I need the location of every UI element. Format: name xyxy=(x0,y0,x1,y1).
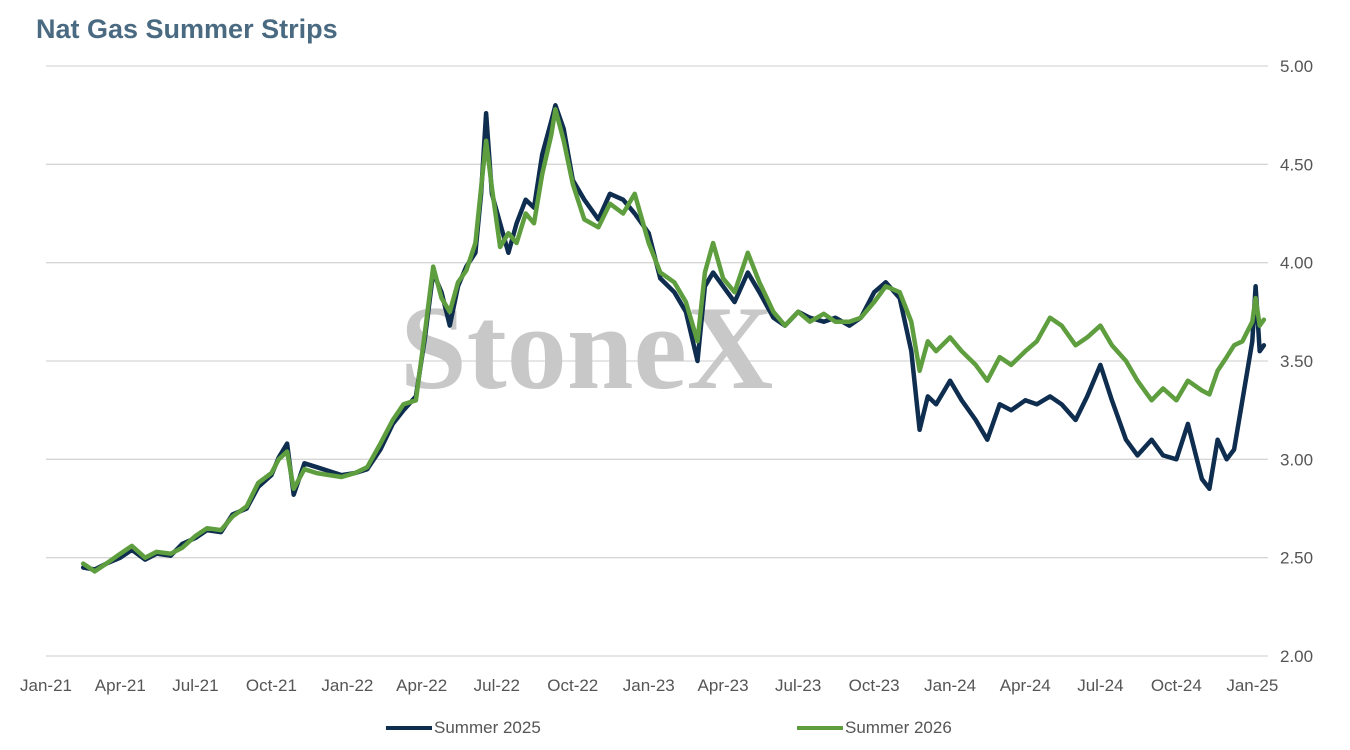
series-lines xyxy=(80,103,1267,574)
legend-swatch-summer-2025 xyxy=(386,726,432,730)
x-tick-label: Jan-23 xyxy=(623,676,675,695)
x-tick-label: Apr-23 xyxy=(698,676,749,695)
y-tick-label: 3.50 xyxy=(1280,352,1313,371)
x-tick-label: Jan-25 xyxy=(1226,676,1278,695)
y-tick-label: 5.00 xyxy=(1280,57,1313,76)
x-tick-label: Apr-22 xyxy=(396,676,447,695)
x-tick-label: Jul-23 xyxy=(775,676,821,695)
chart-title: Nat Gas Summer Strips xyxy=(36,14,338,44)
x-tick-label: Oct-22 xyxy=(547,676,598,695)
legend-label-summer-2025: Summer 2025 xyxy=(434,718,541,737)
x-tick-label: Oct-23 xyxy=(849,676,900,695)
series-line-summer-2026 xyxy=(80,107,1267,574)
y-axis-labels: 2.00 2.50 3.00 3.50 4.00 4.50 5.00 xyxy=(1280,57,1313,666)
x-tick-label: Jul-21 xyxy=(172,676,218,695)
legend-item-summer-2026: Summer 2026 xyxy=(797,718,952,738)
gridlines xyxy=(46,65,1268,657)
y-tick-label: 2.00 xyxy=(1280,647,1313,666)
x-tick-label: Oct-24 xyxy=(1151,676,1202,695)
x-tick-label: Jul-24 xyxy=(1077,676,1123,695)
y-tick-label: 4.00 xyxy=(1280,254,1313,273)
y-tick-label: 3.00 xyxy=(1280,450,1313,469)
x-tick-label: Jan-22 xyxy=(321,676,373,695)
legend-label-summer-2026: Summer 2026 xyxy=(845,718,952,737)
stonex-watermark: StoneX xyxy=(400,281,773,414)
x-tick-label: Jan-24 xyxy=(924,676,976,695)
legend-item-summer-2025: Summer 2025 xyxy=(386,718,541,738)
y-tick-label: 4.50 xyxy=(1280,155,1313,174)
x-axis-labels: Jan-21 Apr-21 Jul-21 Oct-21 Jan-22 Apr-22 Jul-… xyxy=(20,676,1278,695)
legend-swatch-summer-2026 xyxy=(797,726,843,730)
y-tick-label: 2.50 xyxy=(1280,549,1313,568)
x-tick-label: Jan-21 xyxy=(20,676,72,695)
x-tick-label: Apr-24 xyxy=(1000,676,1051,695)
x-tick-label: Oct-21 xyxy=(246,676,297,695)
x-tick-label: Apr-21 xyxy=(95,676,146,695)
x-tick-label: Jul-22 xyxy=(474,676,520,695)
